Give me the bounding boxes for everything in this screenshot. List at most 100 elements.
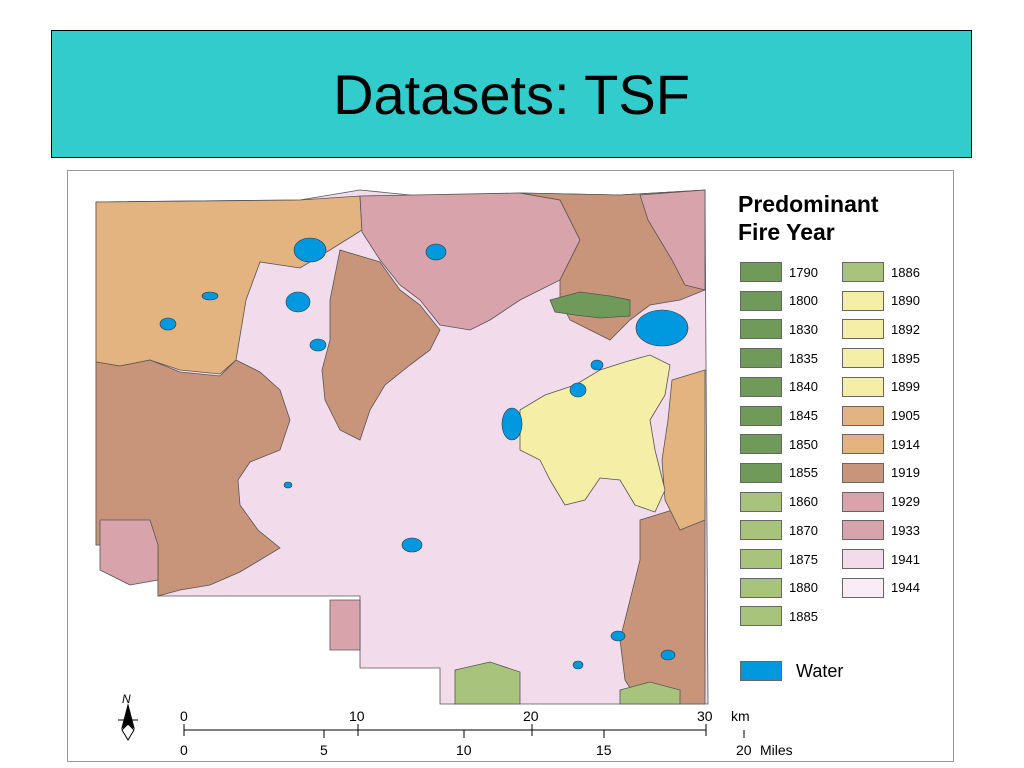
legend-item-1880: 1880: [740, 577, 818, 598]
legend-item-1895: 1895: [842, 348, 920, 369]
km-unit-label: km: [731, 708, 750, 724]
legend-item-1890: 1890: [842, 290, 920, 311]
legend-swatch-1886: [842, 262, 884, 282]
legend-label-1790: 1790: [789, 264, 818, 280]
legend-label-1929: 1929: [891, 494, 920, 510]
legend-swatch-1933: [842, 520, 884, 541]
mile-label-15: 15: [596, 742, 612, 758]
water-lake-15: [283, 481, 293, 489]
legend-item-1790: 1790: [740, 262, 818, 282]
legend-item-1929: 1929: [842, 491, 920, 512]
legend-swatch-1850: [740, 434, 782, 455]
region-1880-south: [454, 661, 521, 705]
legend-item-1899: 1899: [842, 376, 920, 397]
mile-label-20: 20: [736, 742, 752, 758]
legend-item-1870: 1870: [740, 520, 818, 541]
legend-swatch-1885: [740, 606, 782, 627]
legend-label-water: Water: [796, 660, 844, 681]
water-lake-12: [610, 630, 626, 642]
legend-label-1944: 1944: [891, 580, 920, 596]
legend-label-1914: 1914: [891, 436, 920, 452]
region-1800-green: [549, 291, 631, 319]
legend-swatch-1941: [842, 549, 884, 569]
legend-swatch-1855: [740, 462, 782, 483]
legend-swatch-1860: [740, 491, 782, 512]
mile-label-0: 0: [180, 742, 188, 758]
water-lake-7: [635, 309, 689, 347]
mile-label-5: 5: [320, 742, 328, 758]
legend-swatch-1800: [740, 290, 782, 311]
legend-item-1933: 1933: [842, 520, 920, 541]
legend-title-line2: Fire Year: [738, 219, 835, 245]
km-label-10: 10: [349, 708, 365, 724]
legend-swatch-1875: [740, 549, 782, 569]
legend-swatch-1892: [842, 319, 884, 340]
km-label-0: 0: [180, 708, 188, 724]
legend-swatch-1895: [842, 348, 884, 369]
water-lake-14: [572, 660, 584, 670]
region-1919-east: [619, 499, 706, 705]
legend-title-line1: Predominant: [738, 191, 879, 217]
legend-swatch-1890: [842, 290, 884, 311]
slide-title-box: Datasets: TSF: [51, 30, 972, 158]
mile-label-10: 10: [456, 742, 472, 758]
water-lake-11: [401, 537, 423, 553]
legend-swatch-1899: [842, 376, 884, 397]
water-lake-13: [660, 649, 676, 661]
legend-item-1845: 1845: [740, 405, 818, 426]
legend-item-water: Water: [740, 661, 843, 681]
legend-item-1914: 1914: [842, 434, 920, 455]
legend-swatch-1790: [740, 262, 782, 282]
km-label-20: 20: [523, 708, 539, 724]
legend-label-1886: 1886: [891, 264, 920, 280]
legend-item-1885: 1885: [740, 606, 818, 627]
legend-label-1830: 1830: [789, 321, 818, 337]
region-1929-south: [329, 599, 361, 651]
legend-swatch-water: [740, 661, 782, 681]
legend-label-1919: 1919: [891, 465, 920, 481]
legend-label-1933: 1933: [891, 522, 920, 538]
legend-label-1840: 1840: [789, 379, 818, 395]
region-1890-yellow: [519, 354, 671, 513]
legend-swatch-1914: [842, 434, 884, 455]
legend-label-1860: 1860: [789, 494, 818, 510]
legend-label-1870: 1870: [789, 522, 818, 538]
legend-label-1835: 1835: [789, 350, 818, 366]
legend-label-1800: 1800: [789, 293, 818, 309]
km-label-30: 30: [697, 708, 713, 724]
water-lake-4: [309, 338, 327, 352]
legend-swatch-1905: [842, 405, 884, 426]
legend-item-1919: 1919: [842, 462, 920, 483]
legend-swatch-1944: [842, 577, 884, 598]
water-lake-6: [201, 291, 219, 301]
legend-label-1905: 1905: [891, 408, 920, 423]
water-lake-10: [590, 359, 604, 371]
north-arrow-icon: [118, 703, 138, 741]
water-lake-1: [293, 237, 327, 263]
legend-item-1840: 1840: [740, 376, 818, 397]
legend-label-1895: 1895: [891, 350, 920, 366]
legend-item-1944: 1944: [842, 577, 920, 598]
legend-item-1860: 1860: [740, 491, 818, 512]
region-1929-northeast: [639, 189, 706, 291]
legend-item-1830: 1830: [740, 319, 818, 340]
scale-bar: [183, 724, 745, 738]
legend-swatch-1929: [842, 491, 884, 512]
water-lake-2: [285, 291, 311, 313]
region-1905-east: [661, 369, 706, 531]
legend-label-1885: 1885: [789, 608, 818, 624]
legend-title: Predominant Fire Year: [738, 190, 938, 246]
water-bodies: [159, 237, 689, 670]
region-1929-southwest: [99, 519, 159, 586]
legend-label-1941: 1941: [891, 551, 920, 567]
legend-label-1855: 1855: [789, 465, 818, 481]
slide-title: Datasets: TSF: [333, 62, 690, 126]
legend-item-1875: 1875: [740, 549, 818, 569]
legend-swatch-1830: [740, 319, 782, 340]
legend-label-1845: 1845: [789, 408, 818, 423]
legend-item-1850: 1850: [740, 434, 818, 455]
legend-label-1890: 1890: [891, 293, 920, 309]
legend-swatch-1845: [740, 405, 782, 426]
legend-label-1880: 1880: [789, 580, 818, 596]
